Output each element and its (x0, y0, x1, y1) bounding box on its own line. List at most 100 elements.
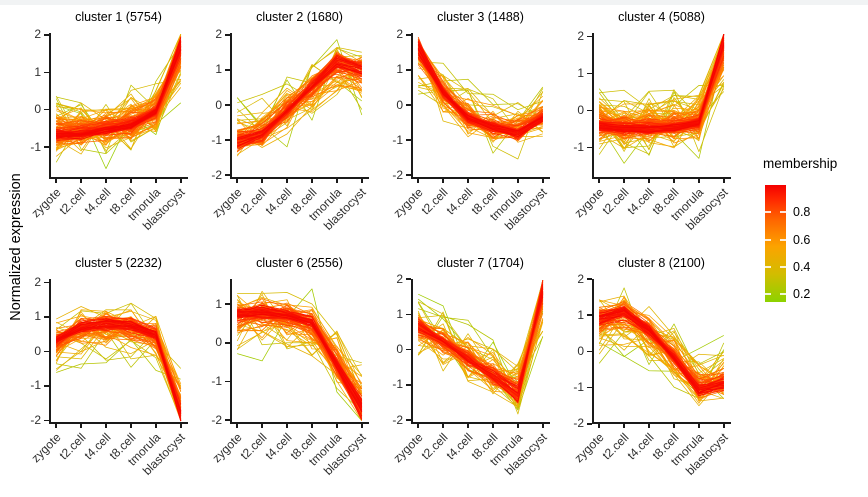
panel-title-cluster-2: cluster 2 (1680) (256, 10, 343, 24)
x-tick-label: t2.cell (237, 185, 270, 218)
y-tick-label: -1 (573, 139, 584, 154)
x-tick-label: t4.cell (624, 185, 657, 218)
expression-line (237, 65, 362, 141)
y-tick-mark (225, 380, 230, 383)
y-tick-label: 2 (215, 27, 222, 42)
expression-line (599, 36, 725, 130)
y-tick-label: 2 (577, 29, 584, 44)
x-tick-label: t2.cell (418, 430, 451, 463)
x-tick-label: zygote (209, 185, 245, 221)
legend-tick-mark (765, 265, 771, 268)
legend-tick-mark (780, 265, 786, 268)
x-tick-mark (648, 423, 650, 428)
expression-line (598, 299, 724, 380)
expression-line (599, 319, 724, 380)
expression-line (56, 36, 182, 140)
y-axis-title: Normalized expression (8, 173, 24, 321)
y-tick-label: -1 (392, 132, 403, 147)
x-tick-label: t4.cell (262, 185, 295, 218)
x-tick-mark (286, 178, 288, 183)
expression-line (599, 337, 725, 407)
expression-line (599, 75, 725, 121)
x-tick-label: t4.cell (81, 185, 114, 218)
y-tick-label: 0 (34, 102, 41, 117)
x-tick-mark (442, 178, 444, 183)
x-tick-label: zygote (28, 430, 64, 466)
x-tick-mark (80, 423, 82, 428)
expression-line (56, 49, 182, 135)
x-tick-mark (623, 178, 625, 183)
expression-line (599, 324, 724, 382)
x-tick-label: t2.cell (237, 430, 270, 463)
x-tick-label: zygote (390, 185, 426, 221)
x-tick-label: zygote (209, 430, 245, 466)
x-axis-line (230, 177, 369, 179)
expression-line (237, 310, 363, 411)
legend-tick-mark (780, 238, 786, 241)
x-axis-line (592, 177, 731, 179)
y-tick-mark (225, 104, 230, 106)
y-tick-label: 1 (577, 307, 584, 322)
y-tick-mark (44, 34, 49, 36)
x-tick-label: zygote (28, 185, 64, 221)
panel-lines-cluster-6 (236, 288, 363, 422)
legend-tick-label: 0.8 (793, 205, 811, 220)
y-tick-label: -1 (30, 139, 41, 154)
legend-tick-mark (765, 238, 771, 241)
y-tick-label: 1 (396, 306, 403, 321)
y-tick-mark (406, 278, 411, 280)
x-tick-mark (105, 423, 107, 428)
expression-line (56, 52, 182, 139)
y-tick-label: -2 (392, 412, 403, 427)
x-tick-label: zygote (390, 430, 426, 466)
legend-tick-mark (765, 293, 771, 296)
expression-line (56, 339, 181, 380)
legend-title: membership (763, 156, 838, 171)
panel-lines-cluster-1 (55, 33, 182, 169)
expression-line (417, 283, 544, 402)
y-tick-label: 1 (215, 62, 222, 77)
expression-line (237, 313, 363, 400)
y-tick-mark (406, 104, 411, 106)
expression-line (55, 318, 182, 422)
legend-colorbar (765, 185, 786, 302)
expression-line (237, 66, 362, 140)
y-tick-mark (406, 348, 411, 351)
y-tick-mark (44, 146, 49, 148)
panel-lines-cluster-5 (55, 302, 182, 422)
y-tick-label: -1 (211, 132, 222, 147)
x-tick-label: zygote (571, 430, 607, 466)
x-tick-mark (417, 423, 419, 428)
y-tick-mark (225, 342, 230, 344)
y-axis-line (230, 33, 232, 178)
x-tick-mark (673, 423, 675, 428)
x-tick-mark (623, 423, 625, 428)
y-tick-label: 1 (577, 66, 584, 81)
x-tick-mark (336, 423, 338, 428)
expression-line (237, 63, 362, 145)
y-tick-mark (44, 419, 49, 422)
x-tick-mark (598, 178, 600, 183)
legend-tick-mark (780, 211, 786, 214)
y-tick-label: 0 (215, 97, 222, 112)
legend-tick-mark (780, 293, 786, 296)
expression-line (599, 323, 724, 386)
panel-title-cluster-5: cluster 5 (2232) (75, 256, 162, 270)
expression-line (599, 315, 724, 389)
expression-line (417, 54, 543, 132)
y-tick-mark (225, 139, 230, 141)
expression-line (599, 307, 724, 397)
x-tick-label: t4.cell (624, 430, 657, 463)
panel-lines-cluster-4 (598, 33, 725, 164)
x-tick-mark (286, 423, 288, 428)
expression-line (237, 311, 363, 412)
y-tick-label: 0 (396, 342, 403, 357)
expression-line (237, 288, 363, 422)
y-tick-label: 0 (577, 343, 584, 358)
y-axis-line (49, 279, 51, 423)
y-tick-mark (406, 34, 411, 36)
x-tick-mark (723, 423, 725, 428)
x-tick-mark (698, 423, 700, 428)
expression-line (236, 295, 363, 412)
